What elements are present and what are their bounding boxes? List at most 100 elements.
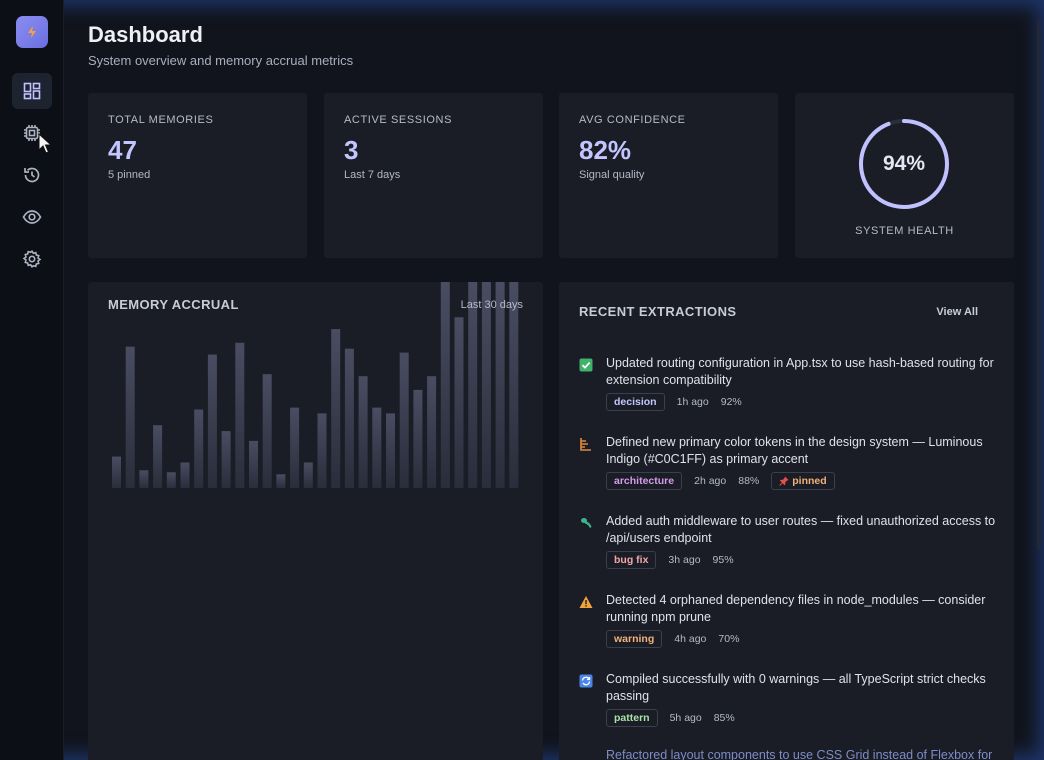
main-content: Dashboard System overview and memory acc…: [64, 0, 1044, 760]
chart-bar: [399, 352, 409, 488]
extraction-text: Compiled successfully with 0 warnings — …: [606, 672, 986, 703]
stat-value: 82%: [579, 135, 632, 165]
chart-bar: [454, 317, 464, 488]
category-tag[interactable]: decision: [606, 393, 665, 411]
chart-range[interactable]: Last 30 days: [460, 299, 523, 311]
chart-bar: [166, 472, 176, 488]
memory-accrual-chart: [112, 282, 519, 488]
memory-accrual-card: MEMORY ACCRUAL Last 30 days: [88, 282, 543, 760]
page-subtitle: System overview and memory accrual metri…: [88, 53, 354, 68]
stat-sub: 5 pinned: [108, 169, 151, 181]
health-label: SYSTEM HEALTH: [855, 225, 954, 237]
warning-icon: [579, 595, 593, 609]
sidebar-item-settings[interactable]: [12, 241, 52, 277]
eye-icon: [22, 210, 42, 224]
stat-sub: Last 7 days: [344, 169, 401, 181]
extraction-meta: architecture 2h ago 88% pinned: [606, 472, 835, 490]
extraction-meta: warning 4h ago 70%: [606, 630, 739, 648]
chart-bar: [303, 462, 313, 488]
chart-bar: [249, 440, 258, 488]
chart-bar: [481, 282, 491, 488]
architecture-icon: [579, 437, 593, 451]
chart-bar: [139, 470, 149, 488]
stat-card-avg-confidence: AVG CONFIDENCE 82% Signal quality: [559, 93, 778, 258]
bug-icon: [579, 516, 593, 530]
sidebar-item-watch[interactable]: [12, 199, 52, 235]
chart-bar: [495, 282, 505, 488]
pinned-label: pinned: [792, 475, 827, 487]
extraction-text: Updated routing configuration in App.tsx…: [606, 356, 994, 387]
chart-bar: [440, 282, 450, 488]
chart-bar: [262, 374, 272, 488]
chart-bar: [276, 474, 286, 488]
chart-bar: [372, 407, 382, 488]
chip-icon: [24, 125, 40, 141]
health-ring-progress: [859, 119, 949, 209]
extraction-confidence: 88%: [738, 475, 760, 487]
chart-bar: [468, 282, 478, 488]
extraction-time: 3h ago: [668, 554, 701, 566]
pin-icon: [779, 476, 789, 486]
category-tag[interactable]: bug fix: [606, 551, 657, 569]
extraction-text: Defined new primary color tokens in the …: [606, 435, 983, 466]
sidebar-item-history[interactable]: [12, 157, 52, 193]
chart-bar: [358, 376, 368, 488]
category-tag[interactable]: architecture: [606, 472, 683, 490]
extraction-time: 5h ago: [669, 712, 702, 724]
recent-extractions-card: RECENT EXTRACTIONS View All Updated rout…: [559, 282, 1014, 760]
chart-bar: [125, 346, 135, 488]
sidebar-item-memory[interactable]: [12, 115, 52, 151]
extraction-meta: decision 1h ago 92%: [606, 393, 742, 411]
sidebar-item-dashboard[interactable]: [12, 73, 52, 109]
stat-card-active-sessions: ACTIVE SESSIONS 3 Last 7 days: [324, 93, 543, 258]
extraction-confidence: 85%: [713, 712, 735, 724]
chart-bar: [207, 354, 217, 488]
mouse-cursor-icon: [38, 133, 52, 154]
scrollbar[interactable]: [1037, 20, 1041, 550]
stat-value: 47: [108, 135, 137, 165]
system-health-card: 94% SYSTEM HEALTH: [795, 93, 1014, 258]
chart-bar: [344, 348, 354, 488]
extraction-item-partial[interactable]: Refactored layout components to use CSS …: [606, 748, 993, 760]
check-icon: [579, 358, 593, 372]
category-tag[interactable]: warning: [606, 630, 663, 648]
pinned-badge[interactable]: pinned: [771, 472, 835, 490]
extraction-text: Added auth middleware to user routes — f…: [606, 514, 996, 545]
extraction-time: 1h ago: [676, 396, 709, 408]
refresh-icon: [579, 674, 593, 688]
health-ring: 94%: [857, 117, 951, 211]
dashboard-icon: [23, 82, 41, 100]
chart-bar: [112, 456, 121, 488]
chart-title: MEMORY ACCRUAL: [108, 297, 239, 312]
chart-bar: [386, 413, 395, 488]
extraction-time: 4h ago: [674, 633, 707, 645]
extraction-meta: bug fix 3h ago 95%: [606, 551, 734, 569]
chart-bar: [221, 431, 231, 488]
stat-label: ACTIVE SESSIONS: [344, 114, 453, 126]
chart-bar: [427, 376, 437, 488]
chart-bar: [180, 462, 190, 488]
chart-bar: [194, 409, 204, 488]
chart-bar: [317, 413, 327, 488]
view-all-button[interactable]: View All: [936, 306, 978, 318]
stat-sub: Signal quality: [579, 169, 645, 181]
stat-value: 3: [344, 135, 359, 165]
chart-bar: [509, 282, 519, 488]
app-logo[interactable]: [16, 16, 48, 48]
extraction-meta: pattern 5h ago 85%: [606, 709, 735, 727]
category-tag[interactable]: pattern: [606, 709, 658, 727]
chart-bar: [290, 407, 300, 488]
sidebar: [0, 0, 64, 760]
history-icon: [24, 167, 40, 183]
extraction-time: 2h ago: [694, 475, 727, 487]
extraction-confidence: 92%: [720, 396, 742, 408]
chart-bar: [235, 342, 245, 488]
extraction-confidence: 95%: [712, 554, 734, 566]
extractions-title: RECENT EXTRACTIONS: [579, 304, 737, 319]
extraction-text: Detected 4 orphaned dependency files in …: [606, 593, 986, 624]
extraction-confidence: 70%: [718, 633, 740, 645]
bolt-icon: [28, 26, 36, 38]
gear-icon: [22, 250, 42, 268]
page-title: Dashboard: [88, 22, 203, 47]
